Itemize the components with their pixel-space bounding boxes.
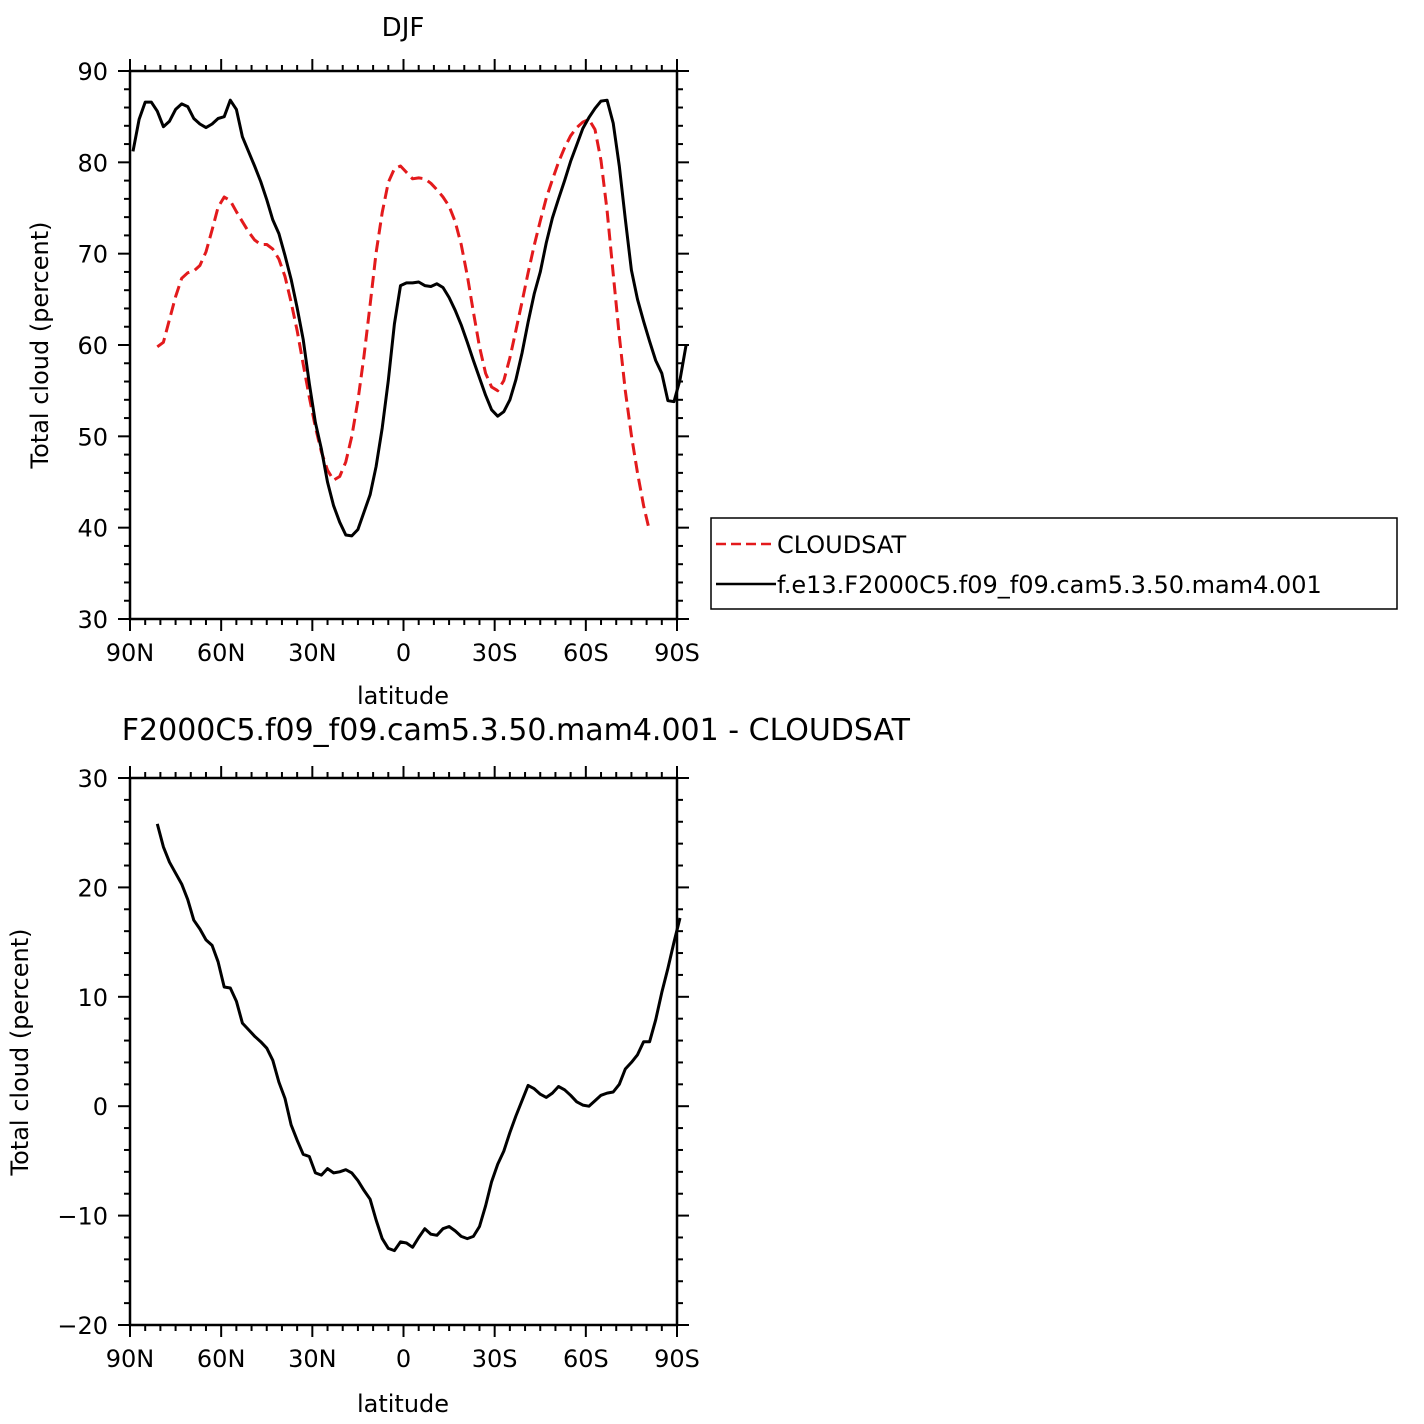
top-y-tick-label: 50: [77, 423, 108, 451]
bottom-x-axis-label: latitude: [357, 1390, 449, 1418]
bottom-x-tick-label: 90N: [106, 1345, 155, 1373]
bottom-y-tick-label: −10: [57, 1203, 108, 1231]
legend-label-cloudsat: CLOUDSAT: [777, 531, 906, 559]
top-x-tick-label: 60S: [563, 639, 609, 667]
top-x-tick-label: 0: [396, 639, 411, 667]
top-chart-title: DJF: [382, 13, 425, 43]
bottom-x-tick-label: 60S: [563, 1345, 609, 1373]
bottom-chart: F2000C5.f09_f09.cam5.3.50.mam4.001 - CLO…: [6, 713, 911, 1418]
top-x-axis-label: latitude: [357, 682, 449, 710]
top-y-tick-label: 70: [77, 241, 108, 269]
bottom-ticks: 90N 60N 30N 0 30S 60S 90S −20 −10 0 10 20 30: [57, 765, 700, 1373]
bottom-y-tick-label: 30: [77, 765, 108, 793]
top-series-line-cloudsat: [156, 117, 652, 532]
bottom-y-tick-label: −20: [57, 1312, 108, 1340]
top-series-line-f-e13-f2000c5-f09-f09-ca: [131, 98, 688, 538]
top-x-tick-label: 30N: [288, 639, 337, 667]
legend-box: [710, 517, 1398, 610]
top-ticks: 90N 60N 30N 0 30S 60S 90S 30 40 50 60 70 80 90: [77, 58, 699, 667]
top-y-tick-label: 40: [77, 515, 108, 543]
bottom-y-axis-label: Total cloud (percent): [6, 929, 34, 1177]
bottom-y-tick-label: 20: [77, 874, 108, 902]
top-x-tick-label: 90N: [106, 639, 155, 667]
legend: CLOUDSAT f.e13.F2000C5.f09_f09.cam5.3.50…: [710, 517, 1398, 610]
bottom-x-tick-label: 60N: [197, 1345, 246, 1373]
top-chart: DJF 90N 60N 30N 0 30S 60S 90S 30 40 50 60 70 80 90 To…: [26, 13, 700, 710]
bottom-series-line-difference: [155, 823, 682, 1253]
top-series-group: [131, 98, 688, 538]
top-x-tick-label: 60N: [197, 639, 246, 667]
top-y-tick-label: 80: [77, 149, 108, 177]
legend-label-model: f.e13.F2000C5.f09_f09.cam5.3.50.mam4.001: [777, 571, 1322, 599]
bottom-x-tick-label: 30N: [288, 1345, 337, 1373]
top-y-tick-label: 60: [77, 332, 108, 360]
bottom-x-tick-label: 90S: [654, 1345, 700, 1373]
bottom-chart-title: F2000C5.f09_f09.cam5.3.50.mam4.001 - CLO…: [122, 713, 911, 748]
top-plot-frame: [128, 69, 679, 621]
top-y-tick-label: 30: [77, 606, 108, 634]
bottom-x-tick-label: 0: [396, 1345, 411, 1373]
top-x-tick-label: 30S: [472, 639, 518, 667]
top-y-tick-label: 90: [77, 58, 108, 86]
top-y-axis-label: Total cloud (percent): [26, 222, 54, 470]
bottom-series-group: [155, 823, 682, 1253]
bottom-x-tick-label: 30S: [472, 1345, 518, 1373]
bottom-y-tick-label: 0: [93, 1093, 108, 1121]
top-x-tick-label: 90S: [654, 639, 700, 667]
bottom-y-tick-label: 10: [77, 984, 108, 1012]
